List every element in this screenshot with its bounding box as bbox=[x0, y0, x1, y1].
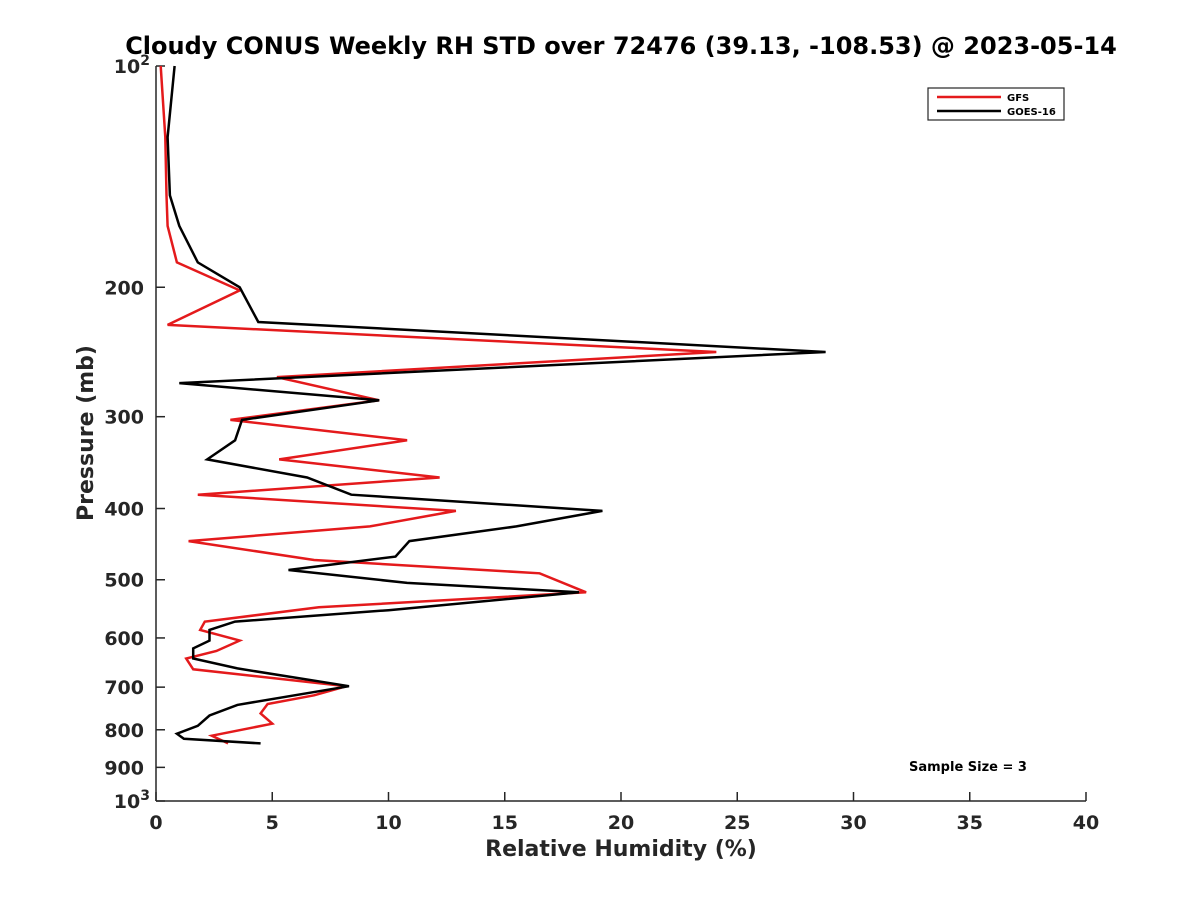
legend-box bbox=[927, 87, 1065, 121]
x-tick-label: 35 bbox=[957, 812, 983, 834]
x-tick-label: 15 bbox=[492, 812, 518, 834]
x-tick-label: 20 bbox=[608, 812, 634, 834]
x-tick-label: 0 bbox=[149, 812, 162, 834]
sample-size-annotation: Sample Size = 3 bbox=[909, 760, 1027, 775]
x-ticks: 0 5 10 15 20 25 30 35 40 bbox=[149, 792, 1099, 834]
x-tick-label: 5 bbox=[266, 812, 279, 834]
x-tick-label: 40 bbox=[1073, 812, 1099, 834]
y-tick-label: 500 bbox=[104, 570, 144, 592]
x-tick-label: 25 bbox=[724, 812, 750, 834]
y-tick-label: 400 bbox=[104, 499, 144, 521]
x-axis-label: Relative Humidity (%) bbox=[485, 837, 757, 862]
y-axis-label: Pressure (mb) bbox=[74, 345, 99, 521]
y-tick-label: 103 bbox=[114, 788, 150, 813]
series-line-goes16 bbox=[166, 65, 826, 745]
x-tick-label: 10 bbox=[375, 812, 401, 834]
legend: GFS GOES-16 bbox=[927, 87, 1065, 121]
y-tick-label: 600 bbox=[104, 628, 144, 650]
series-layer bbox=[159, 65, 826, 745]
legend-label-goes16: GOES-16 bbox=[1007, 107, 1056, 118]
legend-label-gfs: GFS bbox=[1007, 93, 1029, 104]
y-tick-label: 200 bbox=[104, 277, 144, 299]
y-tick-label: 900 bbox=[104, 757, 144, 779]
chart-title: Cloudy CONUS Weekly RH STD over 72476 (3… bbox=[125, 32, 1117, 60]
y-tick-label: 800 bbox=[104, 720, 144, 742]
y-ticks: 102 200 300 400 500 600 700 800 900 103 bbox=[104, 53, 165, 813]
y-tick-label: 102 bbox=[114, 53, 150, 78]
x-tick-label: 30 bbox=[840, 812, 866, 834]
y-tick-label: 300 bbox=[104, 407, 144, 429]
y-tick-label: 700 bbox=[104, 677, 144, 699]
